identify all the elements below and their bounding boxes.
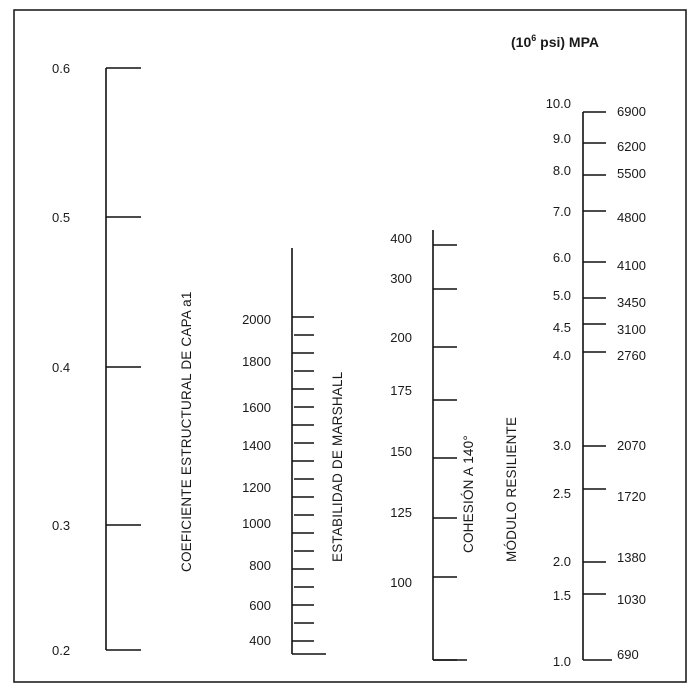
a1-tick-label: 0.4 xyxy=(52,360,70,375)
units-header: (106 psi) MPA xyxy=(511,33,599,50)
marshall-tick-label: 2000 xyxy=(242,312,271,327)
a1-tick-label: 0.2 xyxy=(52,643,70,658)
modulus-psi-label: 7.0 xyxy=(553,204,571,219)
modulus-psi-label: 8.0 xyxy=(553,163,571,178)
modulus-psi-label: 1.5 xyxy=(553,588,571,603)
axis-cohesion: 400 300 200 175 150 125 100 COHESIÓN A 140° xyxy=(390,230,476,661)
marshall-tick-label: 800 xyxy=(249,558,271,573)
modulus-mpa-label: 2070 xyxy=(617,438,646,453)
modulus-psi-label: 10.0 xyxy=(546,96,571,111)
modulus-mpa-label: 3100 xyxy=(617,322,646,337)
modulus-mpa-label: 5500 xyxy=(617,166,646,181)
modulus-psi-label: 4.5 xyxy=(553,320,571,335)
axis-modulus: 10.0 6900 9.0 6200 8.0 5500 7.0 4800 6.0 4100 5.0 3… xyxy=(504,96,646,669)
axis-a1-title: COEFICIENTE ESTRUCTURAL DE CAPA a1 xyxy=(179,291,194,572)
frame-border xyxy=(13,9,687,683)
axis-a1: 0.6 0.5 0.4 0.3 0.2 COEFICIENTE ESTRUCTURAL … xyxy=(52,61,194,658)
a1-tick-label: 0.6 xyxy=(52,61,70,76)
axis-modulus-title: MÓDULO RESILIENTE xyxy=(504,417,519,562)
modulus-mpa-label: 1380 xyxy=(617,550,646,565)
cohesion-tick-label: 125 xyxy=(390,505,412,520)
modulus-psi-label: 1.0 xyxy=(553,654,571,669)
marshall-tick-label: 400 xyxy=(249,633,271,648)
modulus-mpa-label: 690 xyxy=(617,647,639,662)
cohesion-tick-label: 175 xyxy=(390,383,412,398)
marshall-tick-label: 1400 xyxy=(242,438,271,453)
modulus-mpa-label: 1720 xyxy=(617,489,646,504)
marshall-tick-label: 1600 xyxy=(242,400,271,415)
cohesion-tick-label: 100 xyxy=(390,575,412,590)
marshall-tick-label: 1000 xyxy=(242,516,271,531)
modulus-psi-label: 6.0 xyxy=(553,250,571,265)
modulus-psi-label: 4.0 xyxy=(553,348,571,363)
axis-marshall: 2000 1800 1600 1400 1200 1000 800 600 400 ESTABI… xyxy=(242,248,345,655)
modulus-mpa-label: 4800 xyxy=(617,210,646,225)
marshall-tick-label: 1800 xyxy=(242,354,271,369)
modulus-psi-label: 2.5 xyxy=(553,486,571,501)
cohesion-tick-label: 200 xyxy=(390,330,412,345)
modulus-mpa-label: 6900 xyxy=(617,104,646,119)
marshall-tick-label: 600 xyxy=(249,598,271,613)
a1-tick-label: 0.3 xyxy=(52,518,70,533)
modulus-psi-label: 3.0 xyxy=(553,438,571,453)
modulus-mpa-label: 2760 xyxy=(617,348,646,363)
modulus-psi-label: 2.0 xyxy=(553,554,571,569)
cohesion-tick-label: 150 xyxy=(390,444,412,459)
cohesion-tick-label: 300 xyxy=(390,271,412,286)
modulus-mpa-label: 4100 xyxy=(617,258,646,273)
cohesion-tick-label: 400 xyxy=(390,231,412,246)
modulus-mpa-label: 3450 xyxy=(617,295,646,310)
a1-tick-label: 0.5 xyxy=(52,210,70,225)
modulus-psi-label: 9.0 xyxy=(553,131,571,146)
modulus-mpa-label: 6200 xyxy=(617,139,646,154)
axis-cohesion-title: COHESIÓN A 140° xyxy=(461,435,476,553)
modulus-mpa-label: 1030 xyxy=(617,592,646,607)
modulus-psi-label: 5.0 xyxy=(553,288,571,303)
marshall-tick-label: 1200 xyxy=(242,480,271,495)
axis-marshall-title: ESTABILIDAD DE MARSHALL xyxy=(330,371,345,562)
